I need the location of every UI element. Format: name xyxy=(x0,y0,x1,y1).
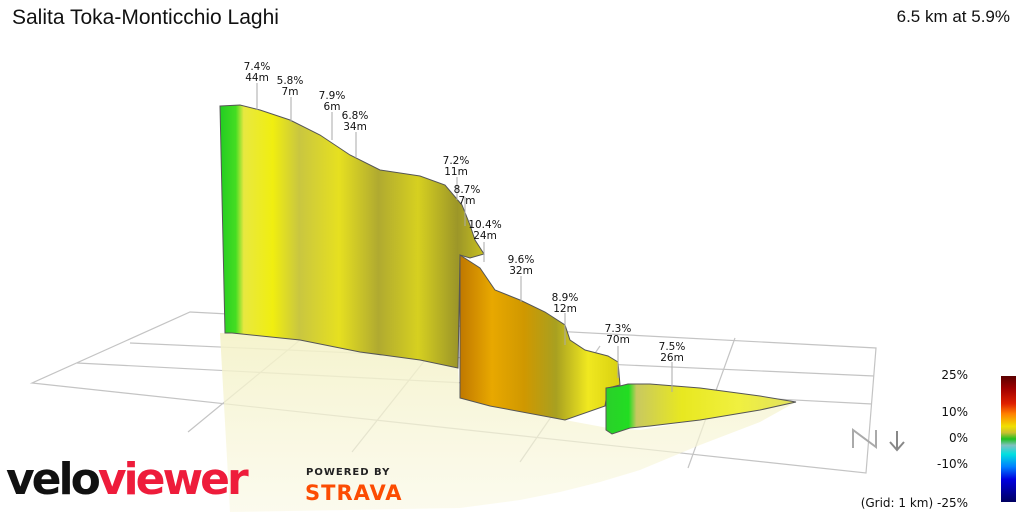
annotation-gradient: 8.7% xyxy=(454,184,481,196)
annotation-length: 34m xyxy=(343,121,367,133)
annotation-gradient: 8.9% xyxy=(552,292,579,304)
legend-label-10: 10% xyxy=(941,405,968,419)
gradient-color-scale xyxy=(1001,376,1016,502)
annotation-gradient: 7.3% xyxy=(605,323,632,335)
annotation-length: 7m xyxy=(282,86,299,98)
profile-wall-middle xyxy=(459,254,621,421)
annotation-length: 12m xyxy=(553,303,577,315)
climb-summary: 6.5 km at 5.9% xyxy=(896,7,1010,26)
profile-wall-upper xyxy=(219,104,485,369)
north-compass-icon xyxy=(852,428,877,449)
powered-by-label: POWERED BY xyxy=(306,467,391,478)
profile-reflection xyxy=(220,333,796,512)
annotation-length: 32m xyxy=(509,265,533,277)
annotation-length: 24m xyxy=(473,230,497,242)
legend-label-minus10: -10% xyxy=(936,457,968,471)
annotation-length: 44m xyxy=(245,72,269,84)
annotation-length: 70m xyxy=(606,334,630,346)
annotation-leaders xyxy=(256,83,673,392)
annotation-gradient: 7.4% xyxy=(244,61,271,73)
profile-wall-lower xyxy=(605,383,797,435)
annotation-gradient: 6.8% xyxy=(342,110,369,122)
annotation-length: 6m xyxy=(324,101,341,113)
legend-label-25: 25% xyxy=(941,368,968,382)
annotation-gradient: 9.6% xyxy=(508,254,535,266)
annotation-gradient: 7.9% xyxy=(319,90,346,102)
annotation-length: 11m xyxy=(444,166,468,178)
annotation-gradient: 7.2% xyxy=(443,155,470,167)
page-title: Salita Toka-Monticchio Laghi xyxy=(12,6,279,29)
annotations: 7.4% 44m 5.8% 7m 7.9% 6m 6.8% 34m 7.2% 1… xyxy=(244,61,686,364)
annotation-gradient: 10.4% xyxy=(468,219,501,231)
annotation-length: 7m xyxy=(459,195,476,207)
legend-label-minus25: (Grid: 1 km) -25% xyxy=(860,496,968,510)
annotation-gradient: 7.5% xyxy=(659,341,686,353)
veloviewer-logo: veloviewer xyxy=(6,454,249,505)
down-arrow-icon xyxy=(889,431,905,452)
annotation-length: 26m xyxy=(660,352,684,364)
legend-label-0: 0% xyxy=(948,431,968,445)
strava-logo: STRAVA xyxy=(305,481,403,505)
annotation-gradient: 5.8% xyxy=(277,75,304,87)
